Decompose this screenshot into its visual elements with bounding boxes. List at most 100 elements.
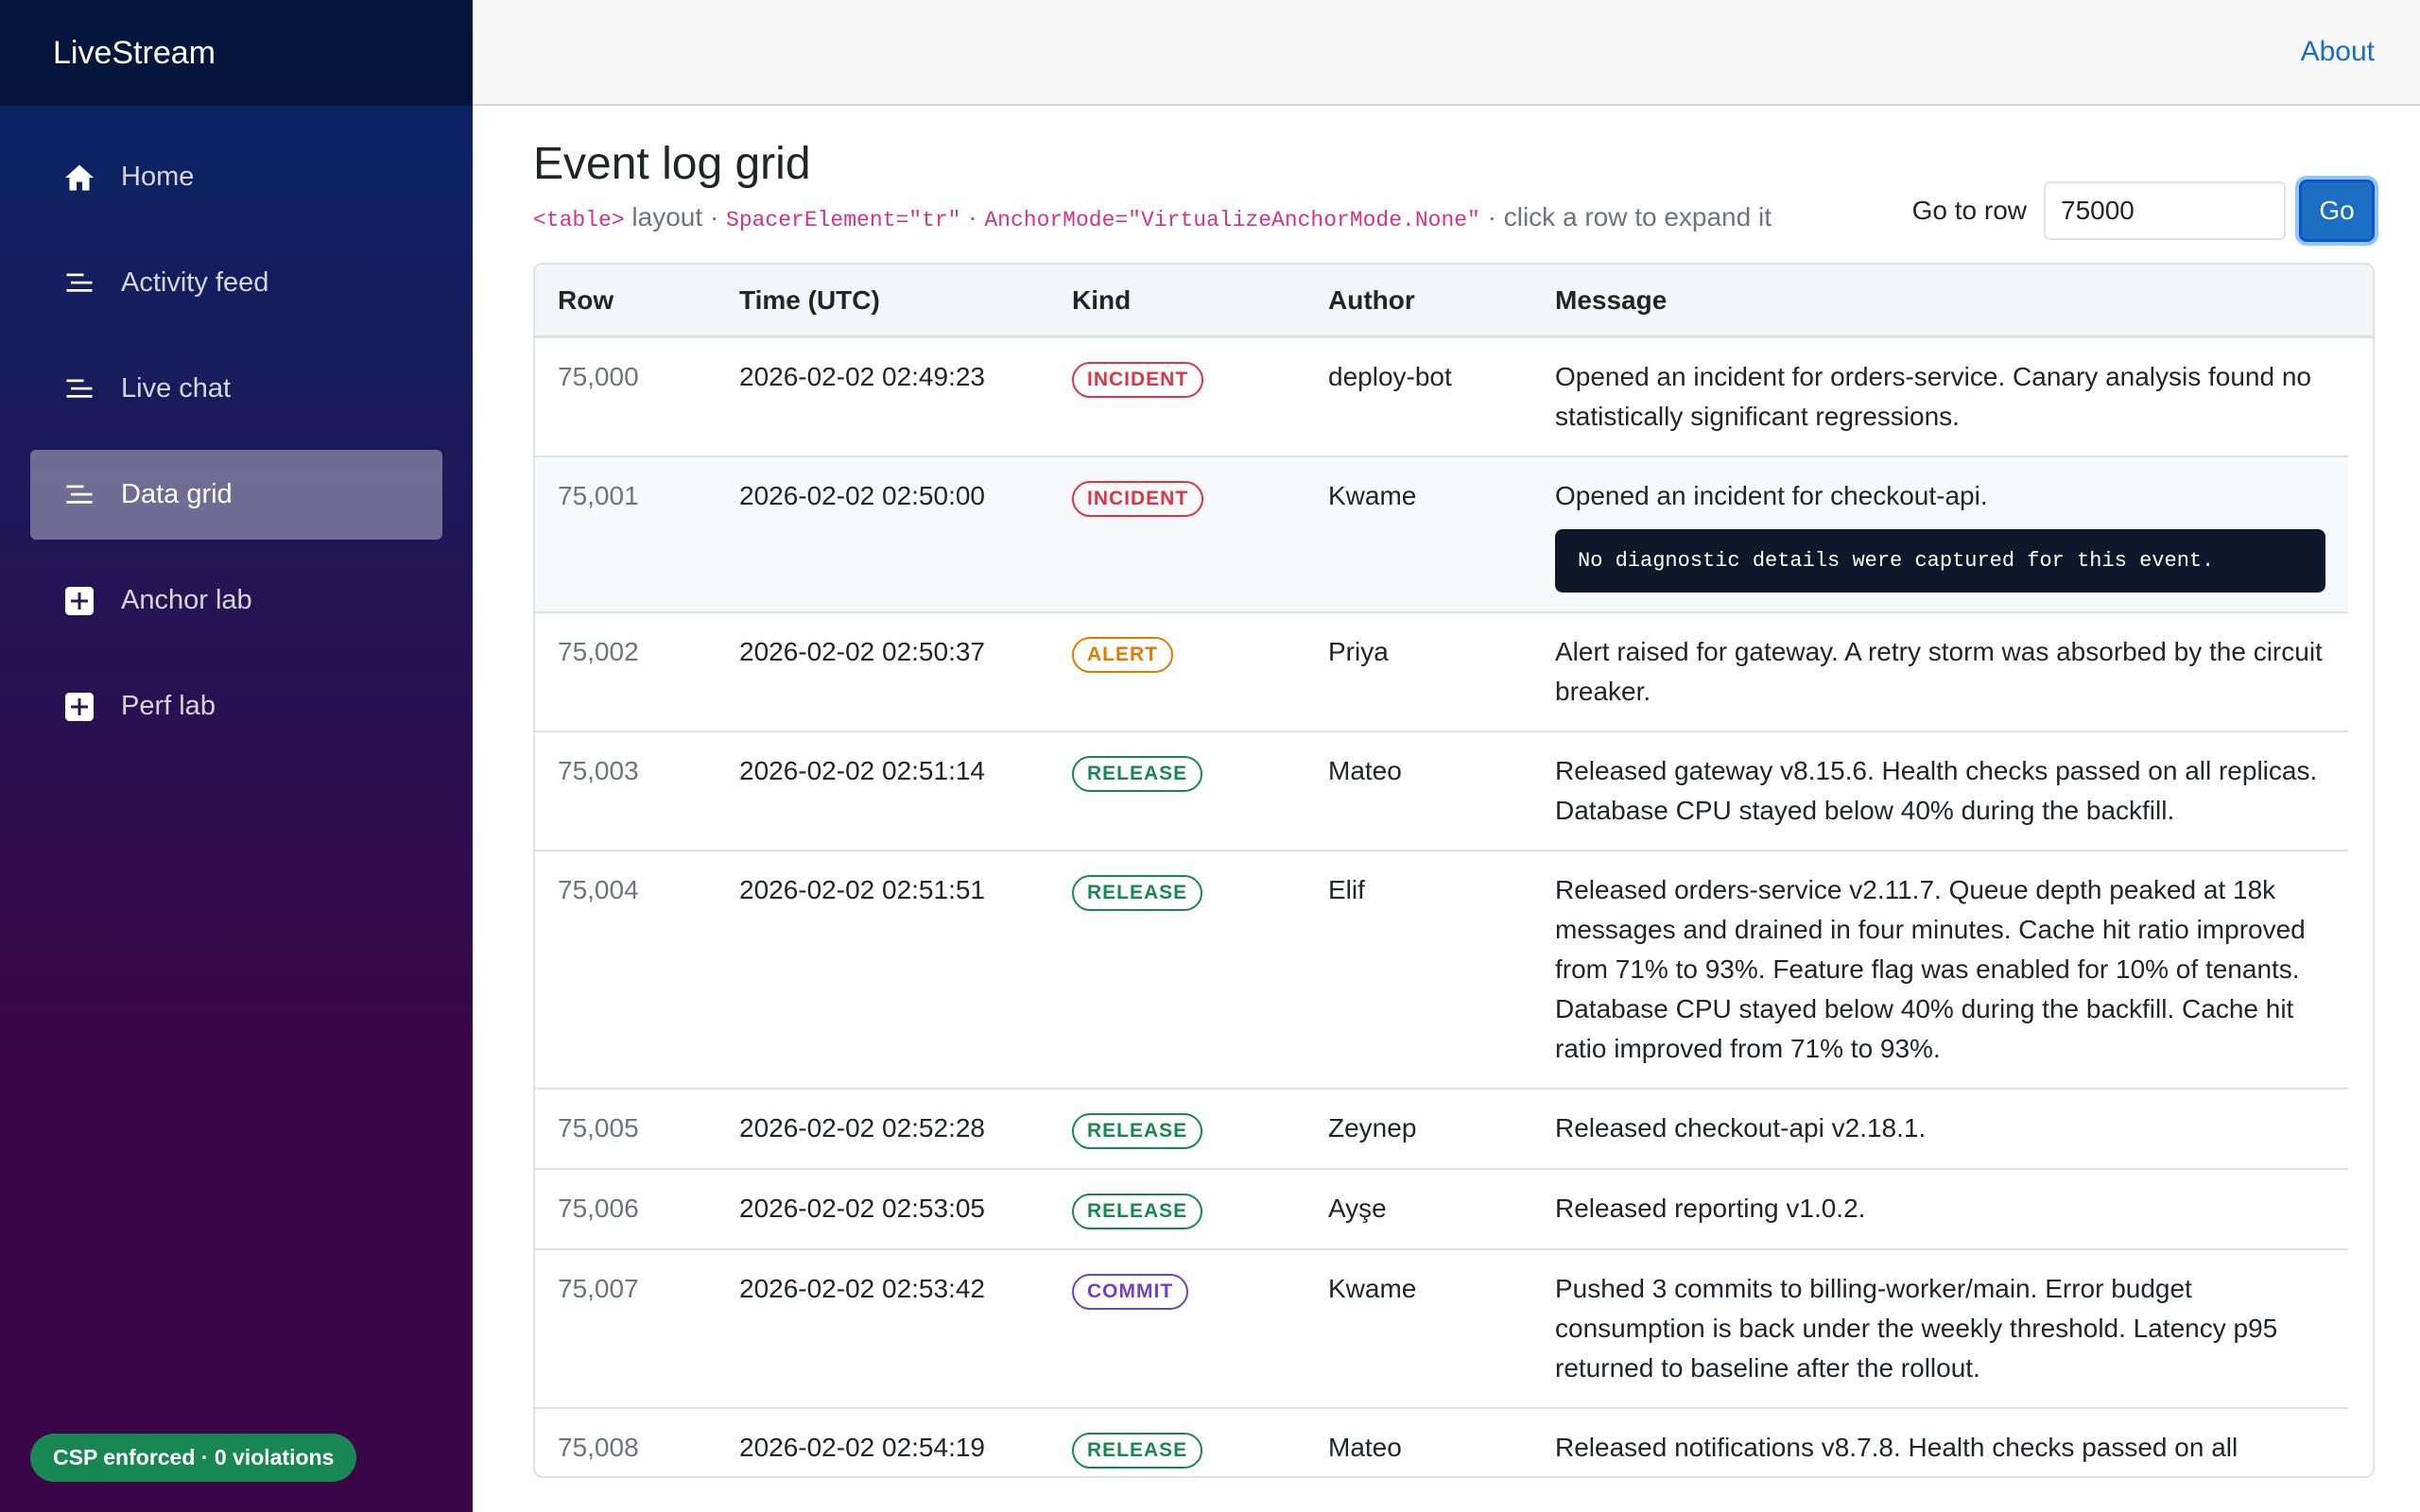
table-row[interactable]: 75,008 2026-02-02 02:54:19 RELEASE Mateo Rel… xyxy=(535,1409,2348,1476)
table-row[interactable]: 75,005 2026-02-02 02:52:28 RELEASE Zeynep Re… xyxy=(535,1090,2348,1170)
csp-status-badge: CSP enforced · 0 violations xyxy=(30,1434,357,1482)
message-cell: Opened an incident for checkout-api. No d… xyxy=(1555,476,2348,593)
plus-icon xyxy=(60,688,98,726)
row-detail-panel: No diagnostic details were captured for … xyxy=(1555,529,2325,593)
message-text: Alert raised for gateway. A retry storm … xyxy=(1555,637,2323,706)
brand-bar: LiveStream xyxy=(0,0,473,106)
message-text: Opened an incident for orders-service. C… xyxy=(1555,362,2311,431)
brand-link[interactable]: LiveStream xyxy=(53,34,216,71)
author-cell: Mateo xyxy=(1328,1433,1402,1462)
message-text: Released notifications v8.7.8. Health ch… xyxy=(1555,1433,2263,1476)
page-subtitle: <table> layout · SpacerElement="tr" · An… xyxy=(533,202,1772,232)
author-cell: Kwame xyxy=(1328,481,1417,510)
list-icon xyxy=(60,265,98,302)
message-text: Released gateway v8.15.6. Health checks … xyxy=(1555,756,2318,825)
table-row[interactable]: 75,004 2026-02-02 02:51:51 RELEASE Elif Rele… xyxy=(535,851,2348,1090)
column-header-row[interactable]: Row xyxy=(558,284,614,315)
kind-cell: RELEASE xyxy=(1072,751,1328,792)
sidebar-item-perf-lab[interactable]: Perf lab xyxy=(30,662,442,751)
column-header-message[interactable]: Message xyxy=(1555,284,1668,315)
row-number-cell: 75,006 xyxy=(558,1194,639,1223)
row-number-cell: 75,002 xyxy=(558,637,639,666)
row-number-cell: 75,005 xyxy=(558,1113,639,1143)
message-text: Opened an incident for checkout-api. xyxy=(1555,481,1988,510)
table-row[interactable]: 75,000 2026-02-02 02:49:23 INCIDENT deploy-… xyxy=(535,338,2348,457)
subtitle-separator: · xyxy=(960,202,985,232)
author-cell: Ayşe xyxy=(1328,1194,1387,1223)
sidebar: LiveStream Home Activity feed Live chat Dat… xyxy=(0,0,473,1512)
table-row[interactable]: 75,002 2026-02-02 02:50:37 ALERT Priya Alert… xyxy=(535,613,2348,732)
kind-badge: COMMIT xyxy=(1072,1274,1189,1310)
column-header-time[interactable]: Time (UTC) xyxy=(739,284,880,315)
plus-icon xyxy=(60,582,98,620)
sidebar-item-activity-feed[interactable]: Activity feed xyxy=(30,238,442,328)
sidebar-item-label: Activity feed xyxy=(121,267,269,298)
grid-header: Row Time (UTC) Kind Author Message xyxy=(535,265,2373,338)
time-cell: 2026-02-02 02:49:23 xyxy=(739,362,985,391)
row-number-cell: 75,007 xyxy=(558,1274,639,1303)
subtitle-code-table: <table> xyxy=(533,208,625,232)
subtitle-code-anchor: AnchorMode="VirtualizeAnchorMode.None" xyxy=(984,208,1480,232)
table-row[interactable]: 75,007 2026-02-02 02:53:42 COMMIT Kwame Push… xyxy=(535,1250,2348,1409)
top-row: About xyxy=(473,0,2420,106)
grid-body: 75,000 2026-02-02 02:49:23 INCIDENT deploy-… xyxy=(535,338,2348,1476)
kind-cell: INCIDENT xyxy=(1072,476,1328,517)
author-cell: Elif xyxy=(1328,875,1365,904)
author-cell: Mateo xyxy=(1328,756,1402,785)
time-cell: 2026-02-02 02:50:00 xyxy=(739,481,985,510)
kind-cell: RELEASE xyxy=(1072,1428,1328,1469)
subtitle-text: layout · xyxy=(624,202,727,232)
sidebar-item-home[interactable]: Home xyxy=(30,132,442,222)
subtitle-hint: · click a row to expand it xyxy=(1479,202,1772,232)
kind-cell: RELEASE xyxy=(1072,870,1328,911)
table-row[interactable]: 75,001 2026-02-02 02:50:00 INCIDENT Kwame Op… xyxy=(535,457,2348,613)
about-link[interactable]: About xyxy=(2300,36,2375,67)
message-cell: Opened an incident for orders-service. C… xyxy=(1555,357,2348,437)
sidebar-item-label: Perf lab xyxy=(121,691,216,721)
kind-badge: RELEASE xyxy=(1072,1194,1203,1229)
list-icon xyxy=(60,476,98,514)
kind-cell: ALERT xyxy=(1072,632,1328,673)
kind-badge: RELEASE xyxy=(1072,875,1203,911)
kind-badge: RELEASE xyxy=(1072,756,1203,792)
sidebar-item-label: Home xyxy=(121,162,195,192)
message-cell: Released orders-service v2.11.7. Queue d… xyxy=(1555,870,2348,1069)
message-text: Released checkout-api v2.18.1. xyxy=(1555,1113,1927,1143)
go-to-row-input[interactable] xyxy=(2044,181,2286,240)
column-header-kind[interactable]: Kind xyxy=(1072,284,1132,315)
subtitle-code-spacer: SpacerElement="tr" xyxy=(726,208,961,232)
message-cell: Released notifications v8.7.8. Health ch… xyxy=(1555,1428,2348,1476)
sidebar-item-label: Anchor lab xyxy=(121,585,252,615)
time-cell: 2026-02-02 02:50:37 xyxy=(739,637,985,666)
page-title: Event log grid xyxy=(533,139,811,189)
message-text: Pushed 3 commits to billing-worker/main.… xyxy=(1555,1274,2278,1383)
kind-cell: RELEASE xyxy=(1072,1108,1328,1149)
row-number-cell: 75,008 xyxy=(558,1433,639,1462)
go-to-row-label: Go to row xyxy=(1911,196,2027,225)
kind-cell: INCIDENT xyxy=(1072,357,1328,398)
event-log-grid: Row Time (UTC) Kind Author Message 75,00… xyxy=(533,263,2375,1478)
kind-badge: ALERT xyxy=(1072,637,1173,673)
home-icon xyxy=(60,159,98,197)
column-header-author[interactable]: Author xyxy=(1328,284,1415,315)
author-cell: Kwame xyxy=(1328,1274,1417,1303)
sidebar-item-data-grid[interactable]: Data grid xyxy=(30,450,442,540)
time-cell: 2026-02-02 02:53:05 xyxy=(739,1194,985,1223)
sidebar-nav: Home Activity feed Live chat Data grid Ancho… xyxy=(0,106,473,751)
kind-cell: RELEASE xyxy=(1072,1189,1328,1229)
go-to-row-form: Go to row Go xyxy=(1912,180,2375,242)
message-cell: Released checkout-api v2.18.1. xyxy=(1555,1108,2348,1148)
go-button[interactable]: Go xyxy=(2299,180,2375,242)
row-number-cell: 75,004 xyxy=(558,875,639,904)
row-number-cell: 75,000 xyxy=(558,362,639,391)
table-row[interactable]: 75,006 2026-02-02 02:53:05 RELEASE Ayşe Rele… xyxy=(535,1170,2348,1250)
time-cell: 2026-02-02 02:54:19 xyxy=(739,1433,985,1462)
sidebar-item-live-chat[interactable]: Live chat xyxy=(30,344,442,434)
sidebar-item-anchor-lab[interactable]: Anchor lab xyxy=(30,556,442,645)
message-cell: Released gateway v8.15.6. Health checks … xyxy=(1555,751,2348,831)
message-cell: Released reporting v1.0.2. xyxy=(1555,1189,2348,1228)
table-row[interactable]: 75,003 2026-02-02 02:51:14 RELEASE Mateo Rel… xyxy=(535,732,2348,851)
author-cell: Zeynep xyxy=(1328,1113,1417,1143)
message-cell: Alert raised for gateway. A retry storm … xyxy=(1555,632,2348,712)
author-cell: deploy-bot xyxy=(1328,362,1452,391)
